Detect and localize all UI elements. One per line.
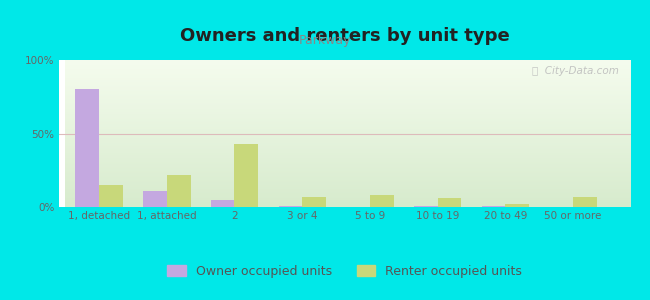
Bar	[235, 144, 258, 207]
Bar	[99, 185, 123, 207]
Bar	[414, 206, 437, 207]
Bar	[278, 206, 302, 207]
Legend: Owner occupied units, Renter occupied units: Owner occupied units, Renter occupied un…	[162, 260, 527, 283]
Bar	[505, 204, 529, 207]
Text: ⓘ  City-Data.com: ⓘ City-Data.com	[532, 66, 619, 76]
Bar	[437, 198, 462, 207]
Bar	[370, 195, 394, 207]
Bar	[143, 191, 167, 207]
Bar	[482, 206, 505, 207]
Bar	[302, 197, 326, 207]
Bar	[75, 89, 99, 207]
Bar	[211, 200, 235, 207]
Bar	[167, 175, 190, 207]
Text: Parkway: Parkway	[299, 34, 351, 47]
Bar	[573, 197, 597, 207]
Title: Owners and renters by unit type: Owners and renters by unit type	[179, 27, 510, 45]
